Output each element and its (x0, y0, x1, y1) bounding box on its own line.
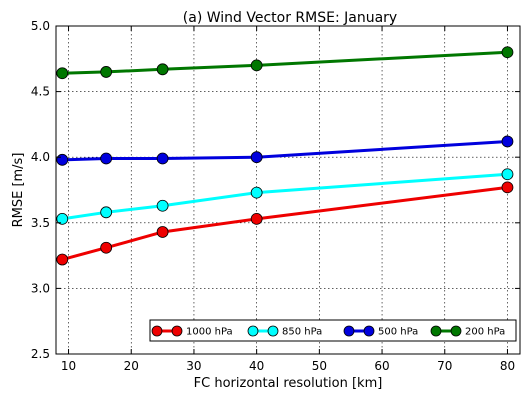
x-tick-label: 50 (312, 359, 327, 373)
y-tick-label: 3.0 (31, 281, 50, 295)
y-tick-label: 4.0 (31, 150, 50, 164)
series-line (61, 185, 508, 261)
data-point (56, 253, 69, 266)
data-point (501, 168, 514, 181)
data-point (100, 206, 113, 219)
data-point (250, 59, 263, 72)
data-point (100, 66, 113, 78)
legend-swatch-marker (363, 325, 375, 337)
x-axis-label: FC horizontal resolution [km] (194, 376, 383, 391)
series-line (62, 50, 508, 75)
y-tick-label: 3.5 (31, 216, 50, 230)
y-tick-label: 4.5 (31, 85, 50, 99)
x-tick-label: 60 (374, 359, 389, 373)
x-tick-label: 10 (61, 359, 76, 373)
legend-swatch-marker (343, 325, 355, 337)
y-tick-label: 5.0 (31, 19, 50, 33)
y-tick-label: 2.5 (31, 347, 50, 361)
x-tick-label: 70 (437, 359, 452, 373)
legend-label: 1000 hPa (186, 327, 233, 338)
data-point (156, 199, 169, 212)
data-point (56, 153, 69, 166)
legend-label: 500 hPa (378, 327, 418, 338)
data-point (250, 151, 263, 164)
y-axis-label: RMSE [m/s] (11, 153, 26, 228)
x-tick-label: 40 (249, 359, 264, 373)
data-point (156, 152, 169, 165)
data-point (501, 135, 514, 148)
x-tick-label: 80 (500, 359, 515, 373)
data-point (250, 212, 263, 225)
data-point (100, 152, 113, 165)
legend-swatch-marker (247, 325, 259, 337)
axis-ticks: 10 20 30 40 50 60 70 80 2.5 3.0 3.5 4.0 4.5 5.0 (31, 19, 520, 373)
x-tick-label: 20 (124, 359, 139, 373)
data-point (156, 226, 169, 238)
legend-swatch-marker (430, 325, 442, 337)
legend-box (149, 319, 517, 342)
legend-swatch-marker (171, 325, 183, 337)
chart-title: (a) Wind Vector RMSE: January (183, 10, 397, 26)
data-point (100, 241, 113, 254)
data-point (501, 181, 514, 194)
legend-label: 850 hPa (282, 327, 322, 338)
data-point (56, 212, 69, 225)
data-point (501, 46, 514, 59)
data-point (250, 186, 263, 199)
series-layer (56, 46, 514, 266)
x-tick-label: 30 (186, 359, 201, 373)
legend-swatch-marker (450, 325, 462, 337)
plot-frame (55, 25, 521, 355)
data-point (56, 67, 69, 80)
data-point (156, 63, 169, 76)
legend-label: 200 hPa (465, 327, 505, 338)
legend-swatch-marker (151, 325, 163, 337)
legend-swatch-marker (267, 325, 279, 337)
legend: 1000 hPa 850 hPa 500 hPa 200 hPa (149, 319, 517, 342)
